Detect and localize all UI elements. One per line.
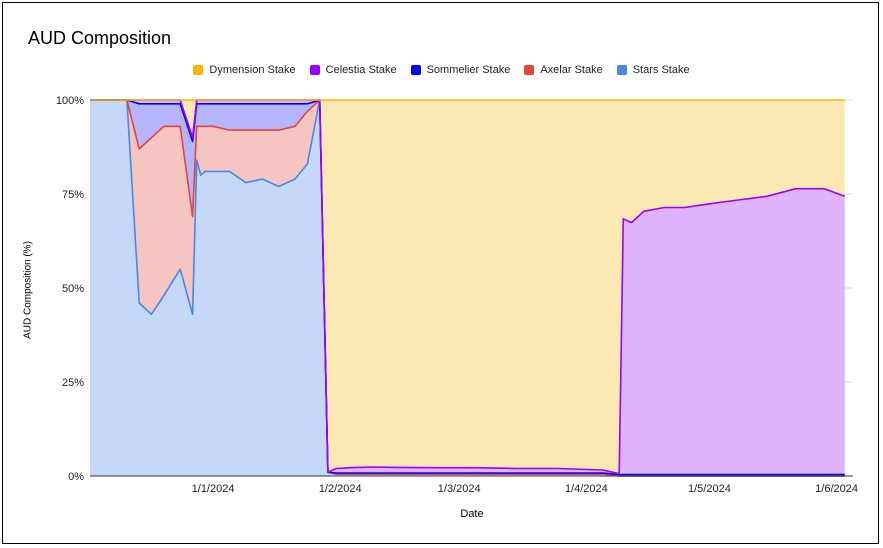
x-tick-label: 1/3/2024 xyxy=(438,483,481,495)
legend-label: Stars Stake xyxy=(632,64,690,76)
legend-swatch xyxy=(309,65,320,75)
legend-item-celestia[interactable]: Celestia Stake xyxy=(309,64,397,76)
y-tick-label: 100% xyxy=(56,95,84,107)
x-tick-label: 1/6/2024 xyxy=(815,483,858,495)
line-celestia-stake xyxy=(90,99,846,475)
area-axelar-stake xyxy=(90,100,845,476)
area-stars-stake xyxy=(90,100,845,476)
legend-item-stars[interactable]: Stars Stake xyxy=(616,64,690,76)
legend-item-dymension[interactable]: Dymension Stake xyxy=(193,64,296,76)
legend: Dymension Stake Celestia Stake Sommelier… xyxy=(0,64,883,76)
area-dymension-stake xyxy=(90,100,845,474)
y-tick-label: 75% xyxy=(62,189,84,201)
chart-title: AUD Composition xyxy=(28,28,172,48)
area-celestia-stake xyxy=(90,100,845,475)
legend-swatch xyxy=(193,65,204,75)
legend-label: Dymension Stake xyxy=(209,64,296,76)
x-tick-label: 1/5/2024 xyxy=(688,483,731,495)
legend-swatch xyxy=(524,65,535,75)
legend-item-axelar[interactable]: Axelar Stake xyxy=(524,64,603,76)
legend-swatch xyxy=(616,65,627,75)
y-tick-label: 25% xyxy=(62,377,84,389)
x-tick-label: 1/1/2024 xyxy=(192,483,235,495)
legend-swatch xyxy=(410,65,421,75)
legend-item-sommelier[interactable]: Sommelier Stake xyxy=(410,64,511,76)
x-tick-label: 1/2/2024 xyxy=(319,483,362,495)
x-tick-label: 1/4/2024 xyxy=(565,483,608,495)
legend-label: Celestia Stake xyxy=(325,64,397,76)
y-tick-label: 50% xyxy=(62,283,84,295)
y-tick-label: 0% xyxy=(68,471,84,483)
legend-label: Axelar Stake xyxy=(540,64,603,76)
x-axis-label: Date xyxy=(460,508,484,520)
legend-label: Sommelier Stake xyxy=(426,64,511,76)
